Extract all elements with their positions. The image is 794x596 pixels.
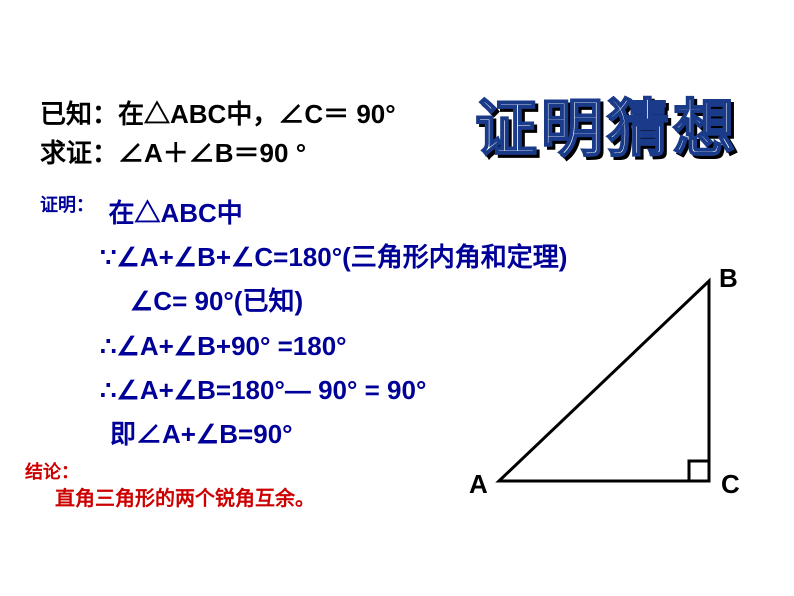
vertex-label-c: C xyxy=(721,469,740,500)
triangle-shape xyxy=(499,281,709,481)
vertex-label-a: A xyxy=(469,469,488,500)
proof-label: 证明： xyxy=(40,191,94,217)
right-angle-marker xyxy=(689,461,709,481)
conclusion-text: 直角三角形的两个锐角互余。 xyxy=(55,482,315,511)
triangle-svg xyxy=(479,271,739,511)
proof-line-1: 在△ABC中 xyxy=(108,198,242,228)
conclusion-label: 结论： xyxy=(25,458,79,484)
wordart-title: 证明猜想 xyxy=(475,78,739,168)
triangle-diagram: A B C xyxy=(479,271,739,511)
vertex-label-b: B xyxy=(719,263,738,294)
slide-container: 证明猜想 已知：在△ABC中，∠C＝ 90° 求证：∠A＋∠B＝90 ° 证明：… xyxy=(0,0,794,596)
